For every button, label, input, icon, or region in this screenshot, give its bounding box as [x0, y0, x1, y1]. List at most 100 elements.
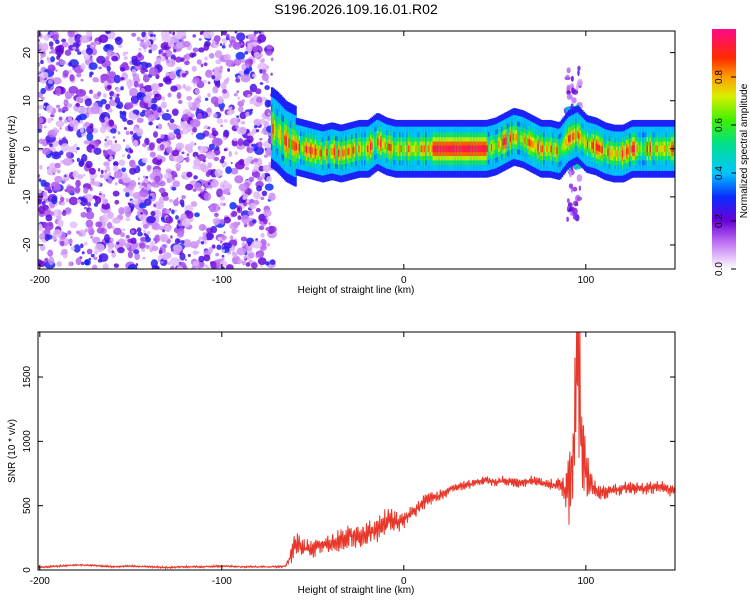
- y-tick-label: 1500: [22, 365, 33, 388]
- noise-speckle: [102, 263, 109, 269]
- noise-speckle: [38, 224, 44, 232]
- carrier-cell: [616, 150, 619, 157]
- noise-speckle: [198, 224, 207, 231]
- noise-speckle: [133, 59, 141, 67]
- carrier-cell: [403, 145, 406, 153]
- noise-speckle: [41, 42, 49, 52]
- noise-speckle: [165, 43, 169, 47]
- carrier-cell: [374, 139, 377, 147]
- noise-speckle: [147, 109, 151, 114]
- carrier-cell: [665, 145, 669, 153]
- noise-speckle: [175, 215, 179, 220]
- carrier-cell: [412, 145, 415, 153]
- noise-speckle: [192, 151, 199, 158]
- noise-speckle: [38, 117, 44, 124]
- noise-speckle: [49, 211, 55, 216]
- noise-speckle: [114, 181, 118, 186]
- noise-speckle: [78, 113, 87, 121]
- noise-speckle: [214, 221, 219, 226]
- noise-speckle: [171, 108, 179, 116]
- noise-speckle: [123, 56, 128, 60]
- carrier-cell: [352, 146, 355, 154]
- noise-speckle: [253, 118, 262, 127]
- noise-speckle: [198, 145, 209, 154]
- carrier-cell: [353, 146, 357, 154]
- noise-speckle: [194, 142, 197, 146]
- noise-speckle: [59, 137, 63, 141]
- carrier-cell: [661, 145, 664, 153]
- noise-speckle: [128, 111, 134, 119]
- noise-speckle: [219, 158, 225, 164]
- noise-speckle: [116, 101, 124, 109]
- carrier-cell: [637, 145, 641, 153]
- interference-speckle: [566, 67, 571, 74]
- noise-speckle: [221, 155, 226, 160]
- noise-speckle: [106, 49, 114, 57]
- carrier-cell: [346, 148, 350, 156]
- noise-region: [38, 31, 277, 269]
- noise-speckle: [142, 175, 146, 179]
- noise-speckle: [176, 132, 182, 140]
- noise-speckle: [85, 219, 94, 228]
- noise-speckle: [109, 96, 113, 100]
- carrier-cell: [329, 148, 332, 156]
- noise-speckle: [220, 218, 225, 225]
- noise-speckle: [256, 185, 263, 192]
- interference-speckle: [572, 186, 578, 192]
- noise-speckle: [68, 238, 73, 245]
- noise-speckle: [197, 154, 207, 162]
- carrier-cell: [272, 124, 275, 134]
- noise-speckle: [237, 221, 241, 226]
- noise-speckle: [103, 150, 108, 158]
- noise-speckle: [83, 54, 90, 61]
- noise-speckle: [194, 97, 202, 105]
- noise-speckle: [170, 85, 178, 92]
- noise-speckle: [248, 66, 253, 72]
- interference-speckle: [576, 78, 583, 87]
- noise-speckle: [239, 111, 247, 120]
- noise-speckle: [52, 235, 57, 241]
- carrier-cell: [384, 142, 388, 150]
- noise-speckle: [230, 161, 233, 165]
- noise-speckle: [63, 100, 68, 105]
- carrier-cell: [367, 145, 370, 153]
- noise-speckle: [210, 225, 218, 234]
- noise-speckle: [110, 238, 115, 242]
- noise-speckle: [38, 113, 42, 117]
- noise-speckle: [72, 170, 79, 179]
- carrier-track: [270, 65, 675, 222]
- noise-speckle: [127, 154, 131, 160]
- carrier-cell: [620, 150, 623, 157]
- noise-speckle: [68, 196, 79, 206]
- noise-speckle: [74, 150, 78, 154]
- interference-speckle: [572, 207, 578, 216]
- carrier-cell: [442, 145, 446, 153]
- noise-speckle: [56, 261, 62, 268]
- carrier-cell: [313, 147, 316, 155]
- x-tick-label: -200: [30, 576, 50, 587]
- noise-speckle: [264, 154, 268, 158]
- noise-speckle: [228, 106, 233, 111]
- noise-speckle: [106, 71, 110, 75]
- noise-speckle: [236, 115, 240, 119]
- noise-speckle: [90, 253, 95, 258]
- noise-speckle: [161, 112, 172, 121]
- noise-speckle: [88, 257, 92, 261]
- noise-speckle: [77, 200, 81, 204]
- carrier-cell: [397, 145, 401, 153]
- noise-speckle: [169, 118, 175, 124]
- carrier-cell: [610, 149, 613, 157]
- noise-speckle: [111, 250, 115, 254]
- carrier-cell: [399, 145, 402, 153]
- noise-speckle: [155, 74, 160, 80]
- carrier-cell: [432, 145, 436, 153]
- noise-speckle: [260, 53, 264, 58]
- noise-speckle: [143, 48, 147, 52]
- noise-speckle: [116, 241, 120, 245]
- carrier-cell: [339, 150, 342, 157]
- noise-speckle: [166, 109, 169, 113]
- noise-speckle: [135, 263, 139, 267]
- noise-speckle: [137, 52, 142, 58]
- noise-speckle: [106, 65, 111, 72]
